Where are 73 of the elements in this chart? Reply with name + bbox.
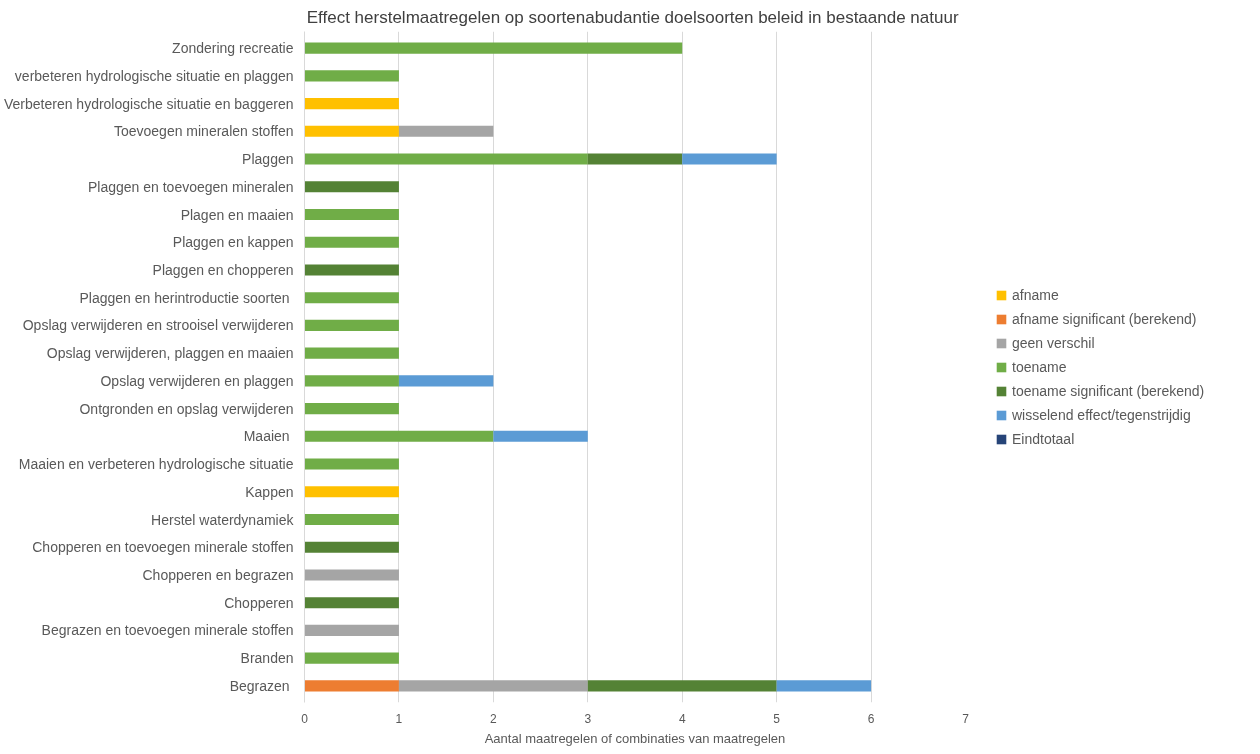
bar xyxy=(304,458,399,470)
x-tick-label: 3 xyxy=(584,711,592,726)
bar xyxy=(304,597,399,609)
bar xyxy=(398,680,588,692)
y-tick-label: Herstel waterdynamiek xyxy=(151,511,295,528)
bar xyxy=(587,680,777,692)
bar xyxy=(304,403,399,415)
legend-label: Eindtotaal xyxy=(1012,430,1075,447)
bar xyxy=(304,125,399,137)
bar xyxy=(587,153,683,165)
y-tick-label: Opslag verwijderen, plaggen en maaien xyxy=(46,345,294,362)
y-tick-label: Chopperen en begrazen xyxy=(142,566,294,583)
legend-label: afname significant (berekend) xyxy=(1012,310,1197,327)
y-tick-label: Plaggen en chopperen xyxy=(152,261,294,278)
bar xyxy=(398,375,494,387)
bar xyxy=(304,541,399,553)
y-tick-label: Chopperen xyxy=(224,594,294,611)
y-tick-label: verbeteren hydrologische situatie en plaggen xyxy=(14,67,294,84)
y-tick-label: Plagen en maaien xyxy=(180,206,294,223)
bar xyxy=(304,98,399,110)
chart-title: Effect herstelmaatregelen op soortenabudantie doelsoorten beleid in bestaande natuur xyxy=(306,7,959,27)
y-tick-label: Zondering recreatie xyxy=(172,40,294,57)
legend-label: toename xyxy=(1012,358,1067,375)
y-tick-label: Ontgronden en opslag verwijderen xyxy=(79,400,294,417)
x-tick-label: 5 xyxy=(773,711,781,726)
y-tick-label: Toevoegen mineralen stoffen xyxy=(113,123,294,140)
bar xyxy=(398,125,494,137)
y-tick-label: Plaggen en toevoegen mineralen xyxy=(88,178,294,195)
bar xyxy=(304,486,399,498)
legend-label: geen verschil xyxy=(1012,334,1095,351)
legend-label: afname xyxy=(1012,286,1059,303)
y-tick-label: Branden xyxy=(240,650,294,667)
bar xyxy=(304,375,399,387)
y-tick-label: Kappen xyxy=(245,483,294,500)
bar xyxy=(304,680,399,692)
bar xyxy=(304,264,399,276)
bar xyxy=(304,513,399,526)
bar xyxy=(304,430,494,442)
x-tick-label: 2 xyxy=(490,711,498,726)
legend-label: wisselend effect/tegenstrijdig xyxy=(1012,406,1191,423)
y-tick-label: Plaggen en herintroductie soorten xyxy=(79,289,290,306)
bar xyxy=(304,652,399,664)
bar xyxy=(304,569,399,581)
bar xyxy=(304,153,588,165)
y-tick-label: Plaggen en kappen xyxy=(172,234,294,251)
y-tick-label: Opslag verwijderen en strooisel verwijderen xyxy=(22,317,294,334)
legend-label: toename significant (berekend) xyxy=(1012,382,1205,399)
x-axis-title: Aantal maatregelen of combinaties van maatregelen xyxy=(484,730,786,746)
y-tick-label: Maaien xyxy=(243,428,290,445)
y-tick-label: Maaien en verbeteren hydrologische situatie xyxy=(18,456,294,473)
bar xyxy=(304,70,399,82)
y-tick-label: Chopperen en toevoegen minerale stoffen xyxy=(32,539,294,556)
bar xyxy=(304,236,399,248)
y-tick-label: Begrazen en toevoegen minerale stoffen xyxy=(41,622,294,639)
y-tick-label: Opslag verwijderen en plaggen xyxy=(100,372,294,389)
bar xyxy=(304,208,399,221)
y-tick-label: Begrazen xyxy=(229,677,290,694)
x-tick-label: 0 xyxy=(301,711,309,726)
x-tick-label: 7 xyxy=(962,711,970,726)
y-tick-label: Plaggen xyxy=(242,151,294,168)
bar xyxy=(682,153,777,165)
bar xyxy=(304,292,399,304)
bar xyxy=(776,680,872,692)
bar xyxy=(304,319,399,331)
bar xyxy=(304,181,399,193)
x-tick-label: 6 xyxy=(867,711,875,726)
x-tick-label: 1 xyxy=(395,711,403,726)
bar xyxy=(304,624,399,636)
bar xyxy=(304,42,683,54)
y-tick-label: Verbeteren hydrologische situatie en baggeren xyxy=(3,95,294,112)
x-tick-label: 4 xyxy=(678,711,686,726)
bar xyxy=(493,430,588,442)
bar xyxy=(304,347,399,359)
